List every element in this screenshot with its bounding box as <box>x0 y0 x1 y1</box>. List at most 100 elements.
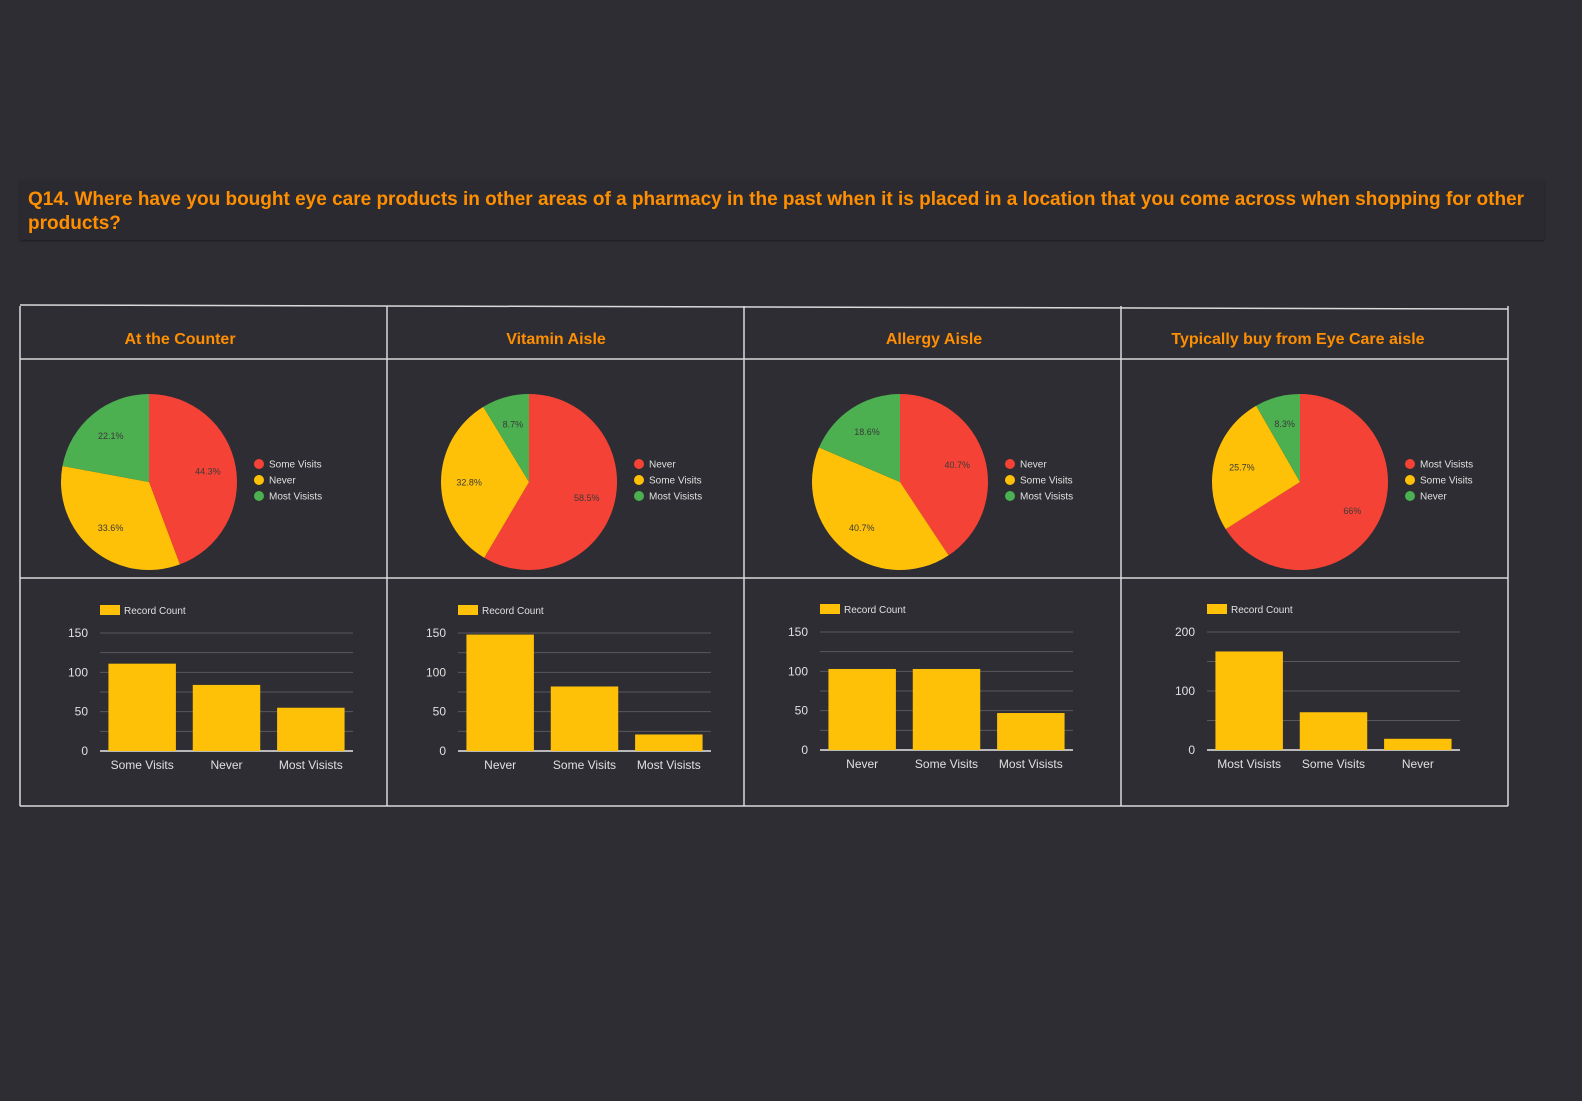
legend-label: Most Visists <box>1420 460 1473 471</box>
legend-label: Record Count <box>844 605 906 616</box>
legend-marker <box>254 459 264 469</box>
legend-marker <box>1005 491 1015 501</box>
pie-slice <box>1256 394 1300 482</box>
pie-data-label: 58.5% <box>574 493 600 503</box>
legend-label: Most Visists <box>269 492 322 503</box>
pie-chart: 66% 25.7% 8.3% Most Visists Some Visits Never <box>1212 394 1473 571</box>
x-tick-label: Some Visits <box>1302 757 1365 771</box>
x-tick-label: Never <box>1402 757 1434 771</box>
pie-slice <box>1225 394 1388 571</box>
pie-data-label: 44.3% <box>195 466 221 476</box>
y-tick-label: 150 <box>788 625 808 639</box>
legend-swatch <box>458 605 478 615</box>
legend-marker <box>1005 459 1015 469</box>
legend-label: Some Visits <box>649 476 702 487</box>
pie-data-label: 22.1% <box>98 431 124 441</box>
y-tick-label: 100 <box>68 665 88 679</box>
legend-label: Never <box>269 476 296 487</box>
legend-label: Some Visits <box>269 460 322 471</box>
legend-label: Never <box>1020 460 1047 471</box>
x-tick-label: Some Visits <box>915 757 978 771</box>
bar <box>997 713 1065 750</box>
bar <box>1384 738 1452 750</box>
legend-label: Record Count <box>124 606 186 617</box>
legend-label: Most Visists <box>1020 492 1073 503</box>
pie-slice <box>149 394 237 565</box>
bar-chart: 0 100 200 Most Visists Some Visits Never Recor… <box>1175 604 1460 771</box>
bar <box>828 668 896 750</box>
legend-marker <box>1405 459 1415 469</box>
pie-slice <box>440 406 529 558</box>
x-tick-label: Some Visits <box>553 758 616 772</box>
bar <box>912 668 981 750</box>
legend-label: Record Count <box>1231 605 1293 616</box>
x-tick-label: Most Visists <box>637 758 701 772</box>
question-title: Q14. Where have you bought eye care prod… <box>28 189 1525 234</box>
y-tick-label: 0 <box>439 744 446 758</box>
pie-data-label: 40.7% <box>945 460 971 470</box>
legend-marker <box>634 475 644 485</box>
x-tick-label: Most Visists <box>1217 757 1281 771</box>
bar <box>635 734 703 751</box>
legend-swatch <box>1207 604 1227 614</box>
pie-chart: 58.5% 32.8% 8.7% Never Some Visits Most Visis… <box>440 394 702 571</box>
pie-slice <box>1212 405 1300 530</box>
x-tick-label: Never <box>846 757 878 771</box>
y-tick-label: 100 <box>1175 684 1195 698</box>
bar-chart: 0 50 100 150 Some Visits Never Most Visists Rec… <box>68 605 353 772</box>
question-banner: Q14. Where have you bought eye care prod… <box>20 180 1544 240</box>
pie-data-label: 8.3% <box>1274 419 1295 429</box>
legend-marker <box>634 491 644 501</box>
pie-data-label: 8.7% <box>503 419 524 429</box>
bar <box>466 634 534 751</box>
column-title: Allergy Aisle <box>886 331 982 348</box>
y-tick-label: 50 <box>795 704 809 718</box>
y-tick-label: 0 <box>81 744 88 758</box>
bar <box>277 707 345 751</box>
bar <box>1215 651 1283 750</box>
legend-label: Some Visits <box>1020 476 1073 487</box>
y-tick-label: 50 <box>433 705 447 719</box>
pie-data-label: 33.6% <box>98 523 124 533</box>
y-tick-label: 0 <box>1188 743 1195 757</box>
legend-label: Some Visits <box>1420 476 1473 487</box>
bar <box>108 663 176 751</box>
pie-chart: 44.3% 33.6% 22.1% Some Visits Never Most Visi… <box>60 394 322 570</box>
pie-slice <box>819 394 900 482</box>
pie-chart: 40.7% 40.7% 18.6% Never Some Visits Most Visi… <box>812 394 1073 571</box>
legend-label: Record Count <box>482 606 544 617</box>
legend-swatch <box>100 605 120 615</box>
pie-slice <box>484 394 618 571</box>
y-tick-label: 150 <box>426 626 446 640</box>
y-tick-label: 150 <box>68 626 88 640</box>
x-tick-label: Most Visists <box>999 757 1063 771</box>
y-tick-label: 200 <box>1175 625 1195 639</box>
pie-slice <box>62 394 150 482</box>
bar <box>550 686 619 751</box>
bar-chart: 0 50 100 150 Never Some Visits Most Visists Rec… <box>788 604 1073 771</box>
legend-swatch <box>820 604 840 614</box>
legend-marker <box>1405 491 1415 501</box>
legend-marker <box>1005 475 1015 485</box>
pie-slice <box>812 447 949 571</box>
legend-label: Never <box>649 460 676 471</box>
pie-data-label: 40.7% <box>849 523 875 533</box>
pie-slice <box>900 394 989 556</box>
pie-slice <box>483 394 529 482</box>
grid-line <box>19 304 1509 310</box>
y-tick-label: 50 <box>75 705 89 719</box>
pie-data-label: 32.8% <box>456 477 482 487</box>
column-title: At the Counter <box>124 331 235 348</box>
bar <box>192 684 261 751</box>
y-tick-label: 100 <box>788 664 808 678</box>
x-tick-label: Never <box>210 758 242 772</box>
column-title: Vitamin Aisle <box>506 331 606 348</box>
legend-marker <box>1405 475 1415 485</box>
legend-label: Never <box>1420 492 1447 503</box>
legend-label: Most Visists <box>649 492 702 503</box>
y-tick-label: 0 <box>801 743 808 757</box>
pie-data-label: 25.7% <box>1229 463 1255 473</box>
pie-slice <box>60 466 180 570</box>
